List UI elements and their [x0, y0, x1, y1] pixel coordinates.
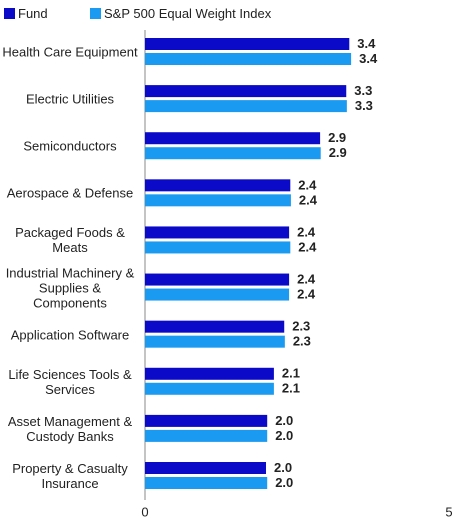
value-label: 3.4: [359, 51, 378, 66]
value-label: 2.3: [293, 334, 311, 349]
bar: [145, 382, 274, 395]
bar: [145, 38, 350, 50]
legend-swatch: [90, 8, 101, 19]
value-label: 2.9: [329, 145, 347, 160]
value-label: 2.4: [297, 271, 316, 286]
category-label: Health Care Equipment: [2, 44, 138, 60]
value-label: 3.3: [355, 98, 373, 113]
value-label: 3.3: [354, 83, 372, 98]
bar: [145, 477, 268, 489]
bar: [145, 462, 266, 474]
value-label: 2.0: [274, 460, 292, 475]
bar: [145, 85, 347, 98]
category-label: Life Sciences Tools & Services: [8, 366, 132, 397]
value-label: 2.4: [297, 224, 316, 239]
x-tick-label: 0: [141, 504, 148, 519]
value-label: 2.0: [275, 413, 293, 428]
category-label: Asset Management & Custody Banks: [7, 413, 133, 444]
category-label: Industrial Machinery & Supplies & Compon…: [5, 265, 135, 311]
bar: [145, 194, 291, 207]
bar: [145, 414, 268, 427]
bar: [145, 132, 321, 145]
category-label: Aerospace & Defense: [6, 185, 134, 201]
value-label: 3.4: [357, 36, 376, 51]
category-label: Packaged Foods & Meats: [15, 225, 125, 256]
value-label: 2.1: [282, 366, 300, 381]
value-label: 2.4: [299, 192, 318, 207]
category-label: Semiconductors: [23, 138, 117, 154]
legend-label: S&P 500 Equal Weight Index: [104, 6, 272, 21]
legend-swatch: [4, 8, 15, 19]
bar: [145, 288, 290, 301]
bar: [145, 226, 290, 239]
legend-item: S&P 500 Equal Weight Index: [90, 6, 271, 21]
value-label: 2.3: [292, 319, 310, 334]
bar: [145, 335, 285, 348]
value-label: 2.4: [298, 239, 317, 254]
bar: [145, 273, 290, 286]
bar: [145, 367, 274, 380]
value-label: 2.4: [298, 177, 317, 192]
bar: [145, 179, 291, 192]
x-tick-label: 5: [445, 504, 452, 519]
category-label: Electric Utilities: [25, 91, 115, 107]
category-label: Property & Casualty Insurance: [12, 461, 128, 491]
bar: [145, 241, 291, 254]
value-label: 2.4: [297, 286, 316, 301]
category-label: Application Software: [10, 327, 130, 343]
bar: [145, 147, 321, 160]
value-label: 2.9: [328, 130, 346, 145]
value-label: 2.1: [282, 381, 300, 396]
legend-item: Fund: [4, 6, 48, 21]
value-label: 2.0: [275, 475, 293, 490]
bar: [145, 320, 285, 333]
bar: [145, 53, 352, 65]
bar: [145, 100, 347, 113]
bar: [145, 429, 268, 442]
value-label: 2.0: [275, 428, 293, 443]
legend-label: Fund: [18, 6, 48, 21]
